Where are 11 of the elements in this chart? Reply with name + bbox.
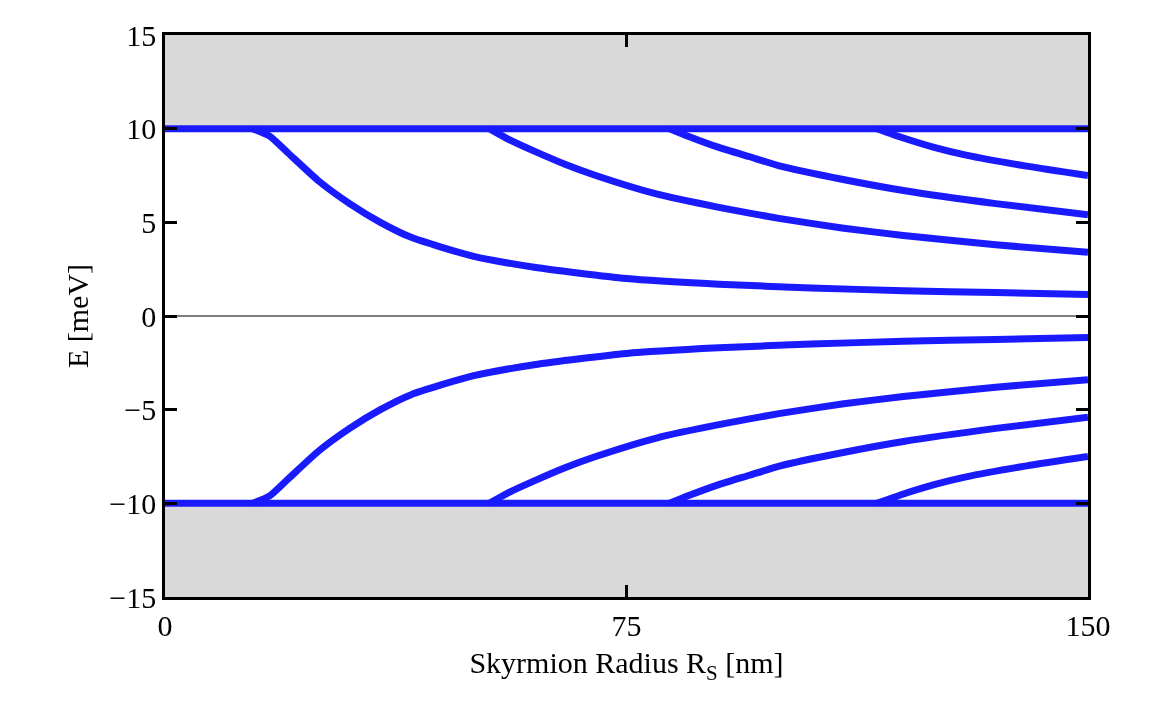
x-axis-title: Skyrmion Radius R$_{S}$ [nm] bbox=[469, 646, 784, 685]
x-tick-label: 150 bbox=[1065, 608, 1111, 642]
y-tick-label: −10 bbox=[109, 486, 157, 520]
y-tick-label: −5 bbox=[124, 393, 157, 427]
y-tick-label: 0 bbox=[141, 299, 157, 333]
y-axis-title: E [meV] bbox=[61, 263, 95, 369]
y-tick-label: 10 bbox=[126, 112, 157, 146]
y-tick-label: 5 bbox=[141, 205, 157, 239]
x-tick-label: 75 bbox=[611, 608, 642, 642]
y-tick-label: 15 bbox=[126, 18, 157, 52]
y-tick-label: −15 bbox=[109, 580, 157, 614]
